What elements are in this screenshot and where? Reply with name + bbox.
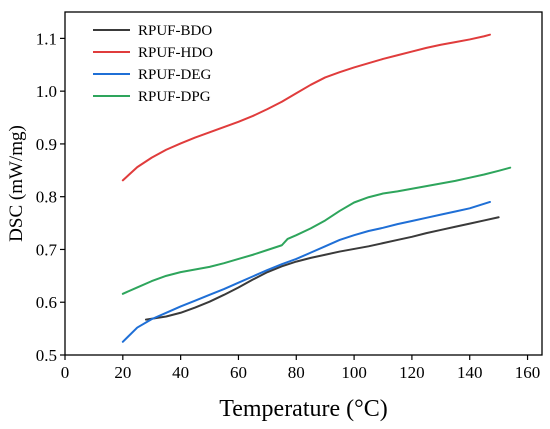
x-tick-label: 60: [230, 363, 247, 382]
legend-label: RPUF-HDO: [138, 45, 213, 61]
series-layer: [121, 33, 512, 343]
y-tick-label: 0.7: [36, 240, 58, 259]
series-line-rpuf-hdo: [121, 33, 491, 182]
x-tick-label: 160: [515, 363, 541, 382]
y-axis-title: DSC (mW/mg): [6, 125, 27, 242]
legend: RPUF-BDO RPUF-HDO RPUF-DEG RPUF-DPG: [93, 23, 213, 105]
y-tick-label: 1.0: [36, 82, 57, 101]
y-tick-label: 0.9: [36, 135, 57, 154]
x-tick-label: 140: [457, 363, 483, 382]
series-line-rpuf-bdo: [144, 216, 500, 321]
series-line-rpuf-dpg: [121, 166, 512, 295]
legend-label: RPUF-BDO: [138, 23, 212, 39]
plot-frame: [64, 11, 543, 356]
y-tick-label: 0.8: [36, 188, 57, 207]
y-tick-label: 0.6: [36, 293, 57, 312]
legend-label: RPUF-DEG: [138, 67, 212, 83]
x-tick-label: 100: [341, 363, 367, 382]
x-tick-label: 40: [172, 363, 189, 382]
x-tick-label: 80: [288, 363, 305, 382]
x-tick-label: 0: [61, 363, 70, 382]
x-axis-title: Temperature (°C): [219, 396, 388, 422]
legend-label: RPUF-DPG: [138, 89, 211, 105]
y-tick-label: 1.1: [36, 29, 57, 48]
x-tick-label: 20: [114, 363, 131, 382]
y-tick-label: 0.5: [36, 346, 57, 365]
series-line-rpuf-deg: [121, 200, 491, 343]
x-tick-label: 120: [399, 363, 425, 382]
